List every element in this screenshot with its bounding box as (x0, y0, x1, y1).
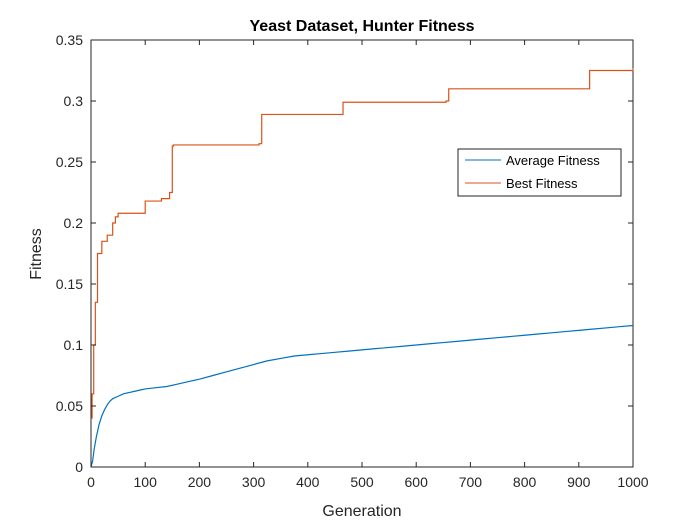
y-tick-label: 0.15 (56, 276, 83, 292)
x-axis-title: Generation (322, 503, 401, 520)
x-tick-label: 300 (242, 474, 266, 490)
x-tick-label: 400 (296, 474, 320, 490)
x-tick-label: 1000 (617, 474, 648, 490)
series-layer (90, 68, 634, 468)
y-tick-label: 0.05 (56, 398, 83, 414)
series-line-best-fitness (91, 68, 634, 419)
plot-frame (90, 39, 634, 468)
series-line-average-fitness (90, 324, 634, 468)
y-tick-label: 0.1 (64, 337, 84, 353)
legend-box (457, 148, 622, 197)
y-tick-label: 0.25 (56, 154, 83, 170)
legend-label-average: Average Fitness (506, 153, 600, 168)
y-axis-title: Fitness (28, 228, 45, 280)
chart-title: Yeast Dataset, Hunter Fitness (250, 18, 475, 35)
x-tick-label: 200 (188, 474, 212, 490)
x-tick-label: 600 (405, 474, 429, 490)
x-tick-label: 900 (567, 474, 591, 490)
legend-label-best: Best Fitness (506, 176, 578, 191)
y-tick-label: 0 (75, 459, 83, 475)
x-tick-label: 700 (459, 474, 483, 490)
x-tick-label: 800 (513, 474, 537, 490)
y-tick-label: 0.2 (64, 215, 84, 231)
y-tick-label: 0.35 (56, 32, 83, 48)
x-tick-label: 100 (134, 474, 158, 490)
x-tick-label: 500 (350, 474, 374, 490)
y-tick-label: 0.3 (64, 93, 84, 109)
plot-area: 0 100 200 300 400 500 600 700 800 900 1000 0 0.05 0.1… (56, 32, 649, 490)
legend: Average Fitness Best Fitness (457, 148, 622, 197)
x-tick-label: 0 (87, 474, 95, 490)
tick-layer: 0 100 200 300 400 500 600 700 800 900 1000 0 0.05 0.1… (56, 32, 649, 490)
